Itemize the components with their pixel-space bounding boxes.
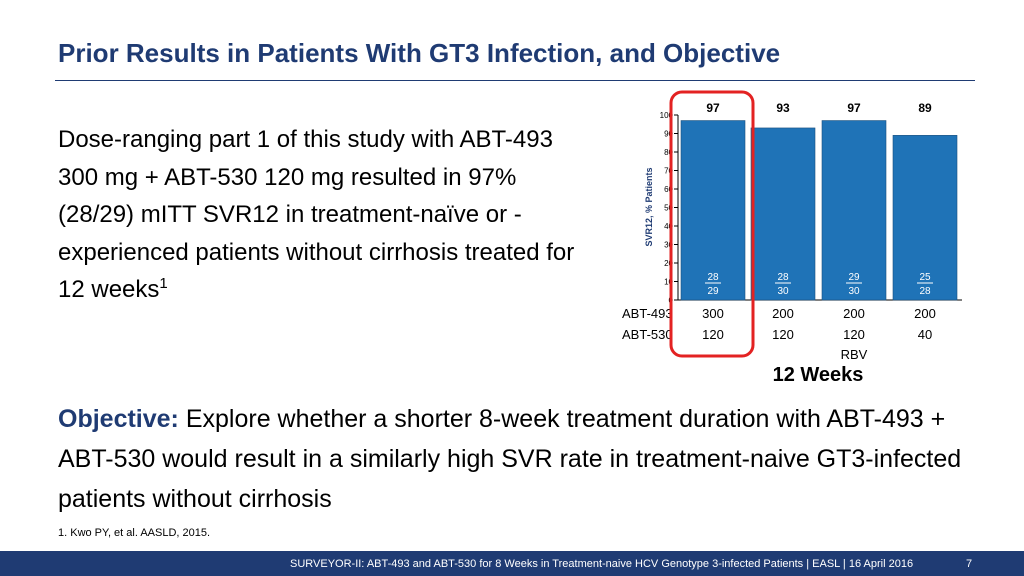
bar <box>892 135 958 301</box>
x-category-extra-label: RBV <box>841 347 868 362</box>
page-number: 7 <box>966 558 973 570</box>
bar-numerator-label: 28 <box>707 272 719 283</box>
y-tick-label: 20 <box>664 259 673 268</box>
slide-title: Prior Results in Patients With GT3 Infec… <box>58 38 781 68</box>
x-category-abt530-dose: 40 <box>918 327 932 342</box>
bar <box>821 120 887 301</box>
row-label-abt530: ABT-530 <box>622 327 673 342</box>
title-divider <box>55 80 975 81</box>
x-category-abt530-dose: 120 <box>843 327 865 342</box>
objective-label: Objective: <box>58 405 179 433</box>
objective-statement: Objective: Explore whether a shorter 8-w… <box>58 399 978 519</box>
bar-denominator-label: 29 <box>707 286 719 297</box>
y-tick-label: 100 <box>660 111 674 120</box>
bar-numerator-label: 28 <box>777 272 789 283</box>
footer-bar: SURVEYOR-II: ABT-493 and ABT-530 for 8 W… <box>0 551 1024 576</box>
y-axis-title: SVR12, % Patients <box>644 167 654 246</box>
bar-denominator-label: 28 <box>919 286 931 297</box>
intro-text: Dose-ranging part 1 of this study with A… <box>58 121 598 309</box>
y-tick-label: 80 <box>664 148 673 157</box>
y-tick-label: 90 <box>664 130 673 139</box>
intro-footnote-ref: 1 <box>159 275 168 292</box>
x-category-abt493-dose: 200 <box>772 306 794 321</box>
footer-text: SURVEYOR-II: ABT-493 and ABT-530 for 8 W… <box>290 558 914 570</box>
y-tick-label: 30 <box>664 241 673 250</box>
y-tick-label: 70 <box>664 167 673 176</box>
group-label-12-weeks: 12 Weeks <box>772 364 864 386</box>
bar-denominator-label: 30 <box>777 286 789 297</box>
bar-numerator-label: 29 <box>848 272 860 283</box>
y-tick-label: 40 <box>664 222 673 231</box>
bar-value-label: 89 <box>918 101 932 115</box>
x-category-abt530-dose: 120 <box>702 327 724 342</box>
bar <box>680 120 746 301</box>
x-category-abt530-dose: 120 <box>772 327 794 342</box>
objective-text: Explore whether a shorter 8-week treatme… <box>58 405 962 513</box>
y-tick-label: 60 <box>664 185 673 194</box>
y-tick-label: 10 <box>664 278 673 287</box>
bar <box>750 127 816 301</box>
intro-body: Dose-ranging part 1 of this study with A… <box>58 126 575 303</box>
footnote: 1. Kwo PY, et al. AASLD, 2015. <box>58 527 211 539</box>
x-category-abt493-dose: 200 <box>843 306 865 321</box>
bar-denominator-label: 30 <box>848 286 860 297</box>
highlight-frame <box>669 90 755 358</box>
x-category-abt493-dose: 200 <box>914 306 936 321</box>
x-category-abt493-dose: 300 <box>702 306 724 321</box>
bar-numerator-label: 25 <box>919 272 931 283</box>
bar-value-label: 97 <box>847 101 861 115</box>
bar-value-label: 93 <box>776 101 790 115</box>
row-label-abt493: ABT-493 <box>622 306 673 321</box>
y-tick-label: 50 <box>664 204 673 213</box>
bar-value-label: 97 <box>706 101 720 115</box>
